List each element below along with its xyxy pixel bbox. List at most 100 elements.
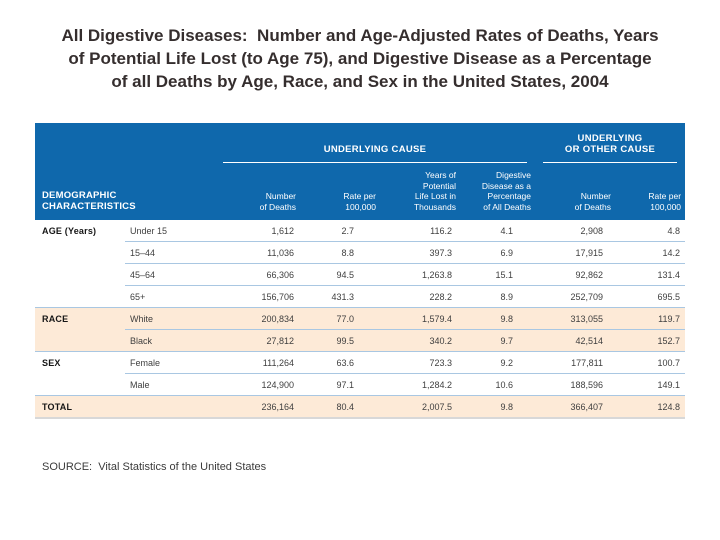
value-cell: 200,834	[215, 307, 300, 330]
value-cell: 177,811	[535, 351, 616, 374]
value-cell: 695.5	[615, 285, 686, 308]
value-cell: 236,164	[215, 395, 300, 418]
value-cell: 124.8	[615, 395, 686, 418]
group-header-label: UNDERLYING CAUSE	[323, 144, 427, 155]
category-cell: Female	[125, 351, 215, 374]
value-cell: 111,264	[215, 351, 300, 374]
value-cell: 4.1	[460, 220, 536, 242]
value-cell: 9.2	[460, 351, 536, 374]
value-cell: 63.6	[300, 351, 380, 374]
value-cell: 92,862	[535, 263, 616, 286]
value-cell: 723.3	[380, 351, 460, 374]
section-label-cell: TOTAL	[35, 395, 125, 418]
value-cell: 228.2	[380, 285, 460, 308]
value-cell: 4.8	[615, 220, 686, 242]
value-cell: 99.5	[300, 329, 380, 352]
value-cell: 6.9	[460, 241, 536, 264]
value-cell: 1,612	[215, 220, 300, 242]
table-row: TOTAL 236,164 80.4 2,007.5 9.8 366,407 124.8	[35, 395, 686, 418]
value-cell: 100.7	[615, 351, 686, 374]
value-cell: 11,036	[215, 241, 300, 264]
table-row: Black 27,812 99.5 340.2 9.7 42,514 152.7	[35, 329, 686, 352]
value-cell: 8.8	[300, 241, 380, 264]
section-label-cell: RACE	[35, 307, 125, 330]
value-cell: 116.2	[380, 220, 460, 242]
table-row: RACE White 200,834 77.0 1,579.4 9.8 313,055 119…	[35, 307, 686, 330]
group-header-label: UNDERLYING	[577, 133, 643, 144]
value-cell: 188,596	[535, 373, 616, 396]
column-header: Number of Deaths	[215, 163, 300, 220]
value-cell: 14.2	[615, 241, 686, 264]
group-header-underlying-or-other-cause: UNDERLYING OR OTHER CAUSE	[535, 123, 686, 163]
category-cell: White	[125, 307, 215, 330]
value-cell: 15.1	[460, 263, 536, 286]
section-label-cell	[35, 329, 125, 352]
table-row: 15–44 11,036 8.8 397.3 6.9 17,915 14.2	[35, 241, 686, 264]
value-cell: 2.7	[300, 220, 380, 242]
value-cell: 9.7	[460, 329, 536, 352]
category-cell: 45–64	[125, 263, 215, 286]
value-cell: 1,263.8	[380, 263, 460, 286]
column-header: Rate per 100,000	[615, 163, 686, 220]
value-cell: 9.8	[460, 307, 536, 330]
section-label-cell	[35, 373, 125, 396]
demographic-characteristics-header: DEMOGRAPHIC CHARACTERISTICS	[35, 163, 215, 220]
table-row: SEX Female 111,264 63.6 723.3 9.2 177,811 100.7	[35, 351, 686, 374]
section-label-cell: SEX	[35, 351, 125, 374]
table-row: AGE (Years) Under 15 1,612 2.7 116.2 4.1 2,908…	[35, 220, 686, 242]
column-header: Digestive Disease as a Percentage of All De…	[460, 163, 536, 220]
value-cell: 397.3	[380, 241, 460, 264]
value-cell: 17,915	[535, 241, 616, 264]
value-cell: 152.7	[615, 329, 686, 352]
table-header: UNDERLYING CAUSE UNDERLYING OR OTHER CAU…	[35, 123, 686, 220]
value-cell: 1,284.2	[380, 373, 460, 396]
section-label-cell: AGE (Years)	[35, 220, 125, 242]
value-cell: 1,579.4	[380, 307, 460, 330]
category-cell	[125, 395, 215, 418]
value-cell: 97.1	[300, 373, 380, 396]
column-header: Number of Deaths	[535, 163, 616, 220]
value-cell: 340.2	[380, 329, 460, 352]
value-cell: 431.3	[300, 285, 380, 308]
section-label-cell	[35, 285, 125, 308]
value-cell: 252,709	[535, 285, 616, 308]
group-header-underlying-cause: UNDERLYING CAUSE	[215, 123, 536, 163]
value-cell: 94.5	[300, 263, 380, 286]
table-row: 65+ 156,706 431.3 228.2 8.9 252,709 695.5	[35, 285, 686, 308]
category-cell: Male	[125, 373, 215, 396]
column-header: Years of Potential Life Lost in Thousands	[380, 163, 460, 220]
group-header-row: UNDERLYING CAUSE UNDERLYING OR OTHER CAU…	[35, 123, 686, 163]
value-cell: 77.0	[300, 307, 380, 330]
value-cell: 124,900	[215, 373, 300, 396]
column-header-row: DEMOGRAPHIC CHARACTERISTICS Number of Dea…	[35, 163, 686, 220]
table-row: 45–64 66,306 94.5 1,263.8 15.1 92,862 131.4	[35, 263, 686, 286]
value-cell: 2,007.5	[380, 395, 460, 418]
table-row: Male 124,900 97.1 1,284.2 10.6 188,596 149.1	[35, 373, 686, 396]
value-cell: 366,407	[535, 395, 616, 418]
value-cell: 313,055	[535, 307, 616, 330]
page-title-line: of Potential Life Lost (to Age 75), and …	[68, 49, 652, 68]
value-cell: 42,514	[535, 329, 616, 352]
table-body: AGE (Years) Under 15 1,612 2.7 116.2 4.1 2,908…	[35, 220, 686, 418]
page-title-line: of all Deaths by Age, Race, and Sex in t…	[111, 72, 609, 91]
section-label-cell	[35, 263, 125, 286]
value-cell: 66,306	[215, 263, 300, 286]
category-cell: Under 15	[125, 220, 215, 242]
value-cell: 2,908	[535, 220, 616, 242]
header-corner-cell	[35, 123, 215, 163]
value-cell: 10.6	[460, 373, 536, 396]
value-cell: 149.1	[615, 373, 686, 396]
value-cell: 27,812	[215, 329, 300, 352]
value-cell: 119.7	[615, 307, 686, 330]
page-title-line: All Digestive Diseases: Number and Age-A…	[61, 26, 659, 45]
digestive-diseases-table: UNDERLYING CAUSE UNDERLYING OR OTHER CAU…	[35, 123, 686, 419]
value-cell: 80.4	[300, 395, 380, 418]
source-note: SOURCE: Vital Statistics of the United S…	[42, 461, 267, 473]
category-cell: 15–44	[125, 241, 215, 264]
category-cell: Black	[125, 329, 215, 352]
value-cell: 8.9	[460, 285, 536, 308]
value-cell: 131.4	[615, 263, 686, 286]
group-header-label: OR OTHER CAUSE	[564, 144, 656, 155]
value-cell: 156,706	[215, 285, 300, 308]
